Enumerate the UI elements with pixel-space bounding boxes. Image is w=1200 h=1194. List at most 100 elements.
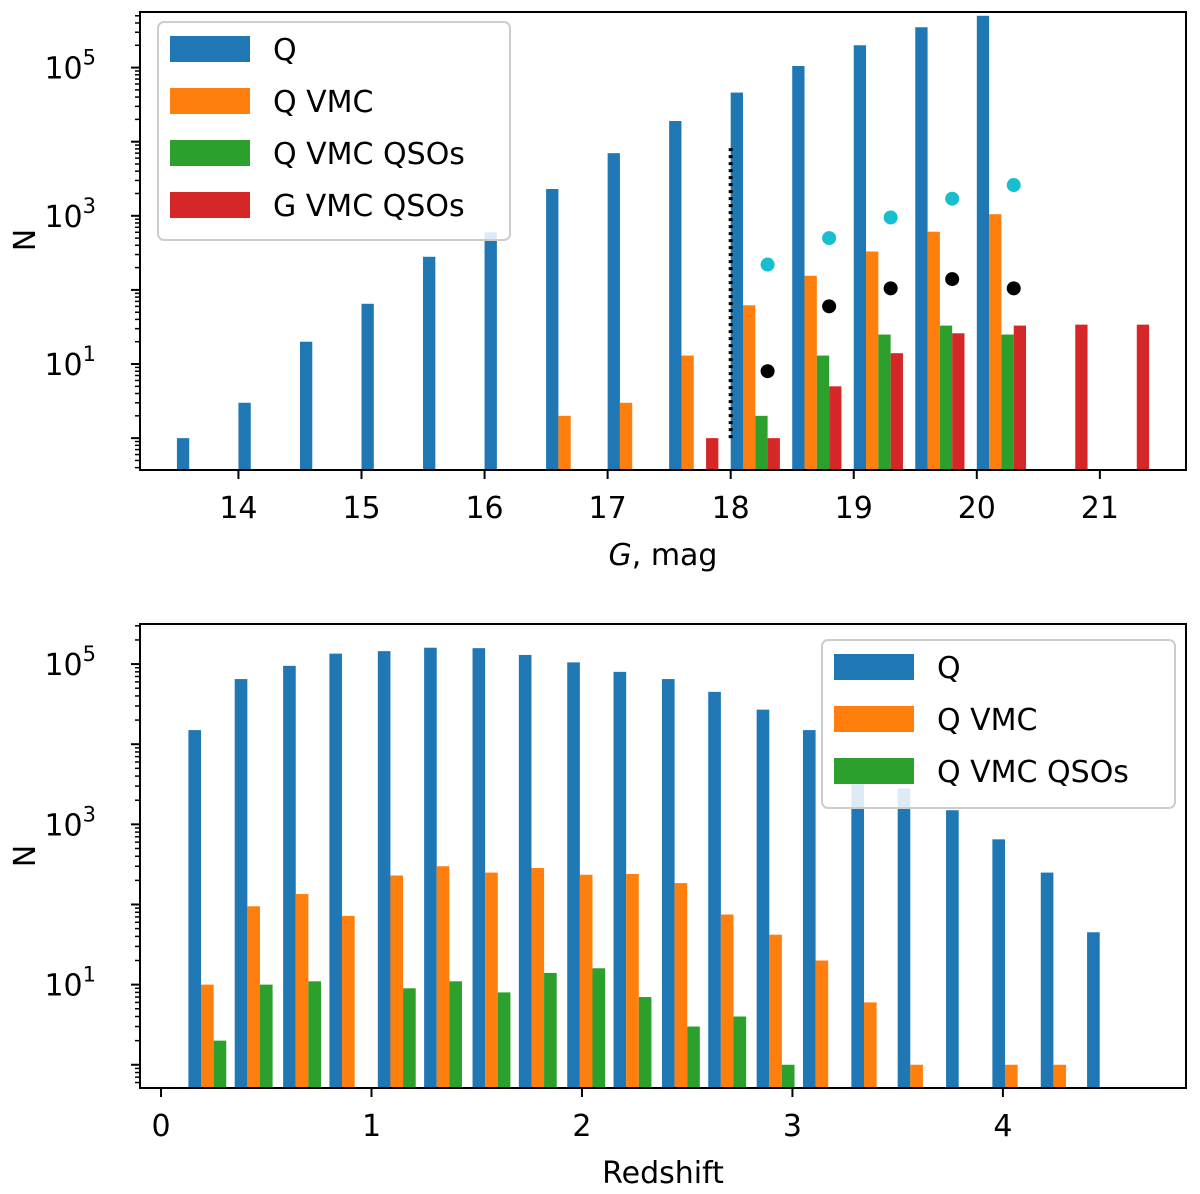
bar-q-13 bbox=[976, 15, 990, 471]
y-tick-base: 10 bbox=[44, 808, 82, 843]
x-tick-label-2: 2 bbox=[572, 1109, 591, 1144]
legend-label-q-vmc-qsos: Q VMC QSOs bbox=[937, 755, 1129, 790]
y-tick-base: 10 bbox=[44, 969, 82, 1004]
y-axis-label: N bbox=[8, 845, 43, 867]
bar-g-vmc-qsos-11 bbox=[890, 353, 903, 470]
legend-label-q-vmc: Q VMC bbox=[273, 85, 374, 120]
bar-q-vmc-13 bbox=[815, 960, 829, 1088]
y-tick-label-1e5: 105 bbox=[44, 46, 96, 87]
x-tick-label-18: 18 bbox=[712, 491, 750, 526]
black-marker-2 bbox=[883, 281, 898, 296]
y-tick-base: 10 bbox=[44, 648, 82, 683]
bar-q-vmc-1 bbox=[247, 906, 260, 1088]
bar-q-16 bbox=[946, 810, 959, 1088]
y-axis-label: N bbox=[8, 229, 43, 251]
bar-q-vmc-qsos-1 bbox=[259, 984, 273, 1088]
bar-g-vmc-qsos-8 bbox=[706, 438, 719, 470]
x-axis-label: G, mag bbox=[609, 538, 718, 573]
bar-q-9 bbox=[613, 671, 627, 1088]
bar-q-vmc-qsos-12 bbox=[939, 325, 953, 470]
bar-q-vmc-3 bbox=[342, 915, 355, 1088]
black-marker-0 bbox=[760, 364, 775, 379]
bar-q-7 bbox=[607, 153, 620, 470]
x-axis-label: Redshift bbox=[602, 1156, 724, 1191]
bar-q-vmc-qsos-10 bbox=[816, 355, 830, 470]
x-tick-label-1: 1 bbox=[362, 1109, 381, 1144]
y-tick-label-1e3: 103 bbox=[44, 802, 96, 843]
bar-q-vmc-18 bbox=[1053, 1064, 1067, 1088]
x-tick-label-20: 20 bbox=[958, 491, 996, 526]
bar-q-0 bbox=[188, 730, 202, 1088]
cyan-marker-1 bbox=[822, 231, 837, 246]
bar-q-vmc-qsos-6 bbox=[497, 992, 511, 1088]
bar-q-6 bbox=[472, 648, 486, 1088]
y-tick-exponent: 3 bbox=[83, 802, 96, 826]
x-axis-label-symbol: G bbox=[609, 538, 632, 573]
bar-q-vmc-qsos-0 bbox=[213, 1040, 227, 1088]
y-tick-label-1e1: 101 bbox=[44, 342, 96, 383]
bar-q-vmc-11 bbox=[720, 914, 734, 1088]
bar-q-vmc-6 bbox=[558, 415, 571, 470]
bar-q-9 bbox=[730, 92, 743, 470]
bar-q-5 bbox=[424, 647, 437, 1088]
x-tick-label-19: 19 bbox=[835, 491, 873, 526]
legend-swatch-g-vmc-qsos bbox=[170, 192, 250, 218]
legend-label-q-vmc: Q VMC bbox=[937, 703, 1038, 738]
bar-g-vmc-qsos-13 bbox=[1013, 325, 1027, 470]
bar-q-1 bbox=[238, 402, 251, 470]
x-tick-label-0: 0 bbox=[151, 1109, 170, 1144]
bar-q-vmc-qsos-10 bbox=[687, 1026, 700, 1088]
y-tick-exponent: 5 bbox=[83, 642, 96, 666]
bar-q-vmc-qsos-8 bbox=[592, 968, 606, 1088]
bar-q-vmc-9 bbox=[626, 874, 639, 1088]
bar-q-vmc-7 bbox=[531, 868, 545, 1088]
y-tick-exponent: 1 bbox=[83, 963, 96, 987]
bar-q-vmc-2 bbox=[295, 894, 309, 1088]
bar-q-14 bbox=[851, 765, 864, 1088]
bar-g-vmc-qsos-9 bbox=[767, 438, 780, 470]
bar-q-vmc-qsos-11 bbox=[733, 1016, 747, 1088]
bar-q-vmc-qsos-5 bbox=[449, 981, 463, 1088]
x-tick-label-17: 17 bbox=[589, 491, 627, 526]
bar-q-18 bbox=[1040, 872, 1054, 1088]
bar-q-vmc-qsos-9 bbox=[755, 415, 768, 470]
legend-swatch-q-vmc-qsos bbox=[834, 758, 914, 784]
x-tick-label-3: 3 bbox=[783, 1109, 802, 1144]
bar-g-vmc-qsos-10 bbox=[829, 386, 842, 470]
bar-q-2 bbox=[283, 665, 296, 1088]
bar-q-vmc-qsos-11 bbox=[878, 334, 891, 470]
bar-q-5 bbox=[484, 232, 497, 470]
bar-q-12 bbox=[756, 709, 770, 1088]
legend-swatch-q-vmc bbox=[170, 88, 250, 114]
bar-q-7 bbox=[518, 654, 532, 1088]
bar-q-4 bbox=[377, 651, 391, 1088]
bar-q-vmc-13 bbox=[989, 214, 1002, 470]
bar-q-6 bbox=[546, 188, 559, 470]
bar-q-3 bbox=[361, 303, 374, 470]
bar-q-vmc-5 bbox=[436, 866, 450, 1088]
legend-label-q-vmc-qsos: Q VMC QSOs bbox=[273, 137, 465, 172]
bar-q-4 bbox=[423, 256, 436, 470]
legend-swatch-q bbox=[834, 654, 914, 680]
bar-q-vmc-qsos-7 bbox=[544, 972, 557, 1088]
black-marker-4 bbox=[1006, 281, 1021, 296]
legend-label-q: Q bbox=[273, 33, 297, 68]
bar-q-8 bbox=[567, 662, 580, 1088]
bar-q-vmc-qsos-12 bbox=[781, 1064, 795, 1088]
bar-q-15 bbox=[897, 788, 911, 1088]
legend-swatch-q-vmc bbox=[834, 706, 914, 732]
axes-frame bbox=[139, 11, 1187, 471]
cyan-marker-4 bbox=[1006, 178, 1021, 193]
legend-swatch-q bbox=[170, 36, 250, 62]
bar-q-vmc-0 bbox=[201, 984, 214, 1088]
bar-q-vmc-8 bbox=[681, 355, 694, 470]
legend: Q Q VMC Q VMC QSOs G VMC QSOs bbox=[157, 21, 511, 241]
x-tick-label-4: 4 bbox=[993, 1109, 1012, 1144]
bar-q-11 bbox=[853, 45, 867, 470]
bar-q-vmc-17 bbox=[1005, 1064, 1018, 1088]
black-marker-3 bbox=[945, 272, 960, 287]
bar-q-vmc-12 bbox=[769, 934, 782, 1088]
bar-g-vmc-qsos-12 bbox=[952, 333, 965, 470]
